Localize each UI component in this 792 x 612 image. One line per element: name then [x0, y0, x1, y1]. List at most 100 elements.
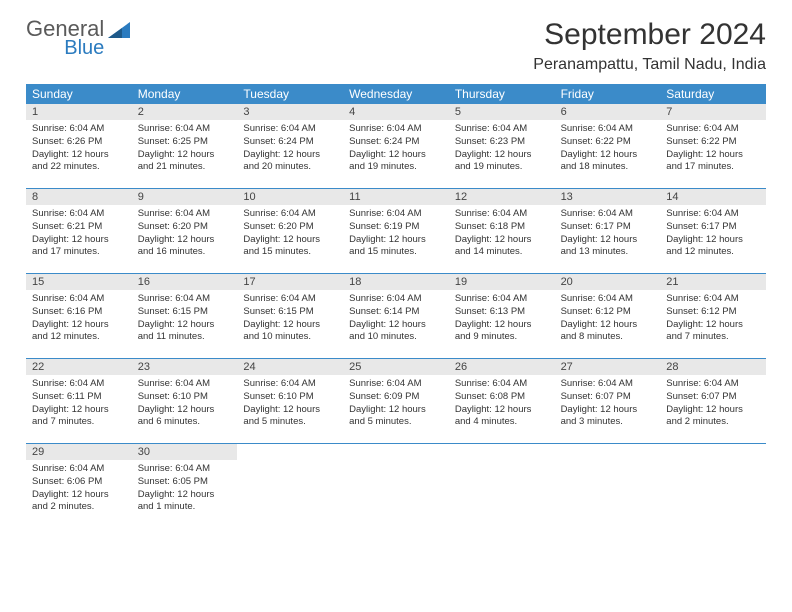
day-number: 26 — [449, 359, 555, 375]
day-day2: and 8 minutes. — [561, 331, 655, 344]
calendar-cell: 13Sunrise: 6:04 AMSunset: 6:17 PMDayligh… — [555, 189, 661, 273]
calendar-cell: 21Sunrise: 6:04 AMSunset: 6:12 PMDayligh… — [660, 274, 766, 358]
day-sunset: Sunset: 6:22 PM — [666, 136, 760, 149]
day-body: Sunrise: 6:04 AMSunset: 6:25 PMDaylight:… — [132, 120, 238, 180]
day-number: 27 — [555, 359, 661, 375]
day-sunrise: Sunrise: 6:04 AM — [561, 293, 655, 306]
day-body: Sunrise: 6:04 AMSunset: 6:18 PMDaylight:… — [449, 205, 555, 265]
day-number: 30 — [132, 444, 238, 460]
day-sunset: Sunset: 6:11 PM — [32, 391, 126, 404]
day-sunset: Sunset: 6:17 PM — [561, 221, 655, 234]
day-day2: and 18 minutes. — [561, 161, 655, 174]
day-number: 10 — [237, 189, 343, 205]
day-sunrise: Sunrise: 6:04 AM — [666, 208, 760, 221]
day-day1: Daylight: 12 hours — [666, 234, 760, 247]
day-sunset: Sunset: 6:24 PM — [243, 136, 337, 149]
day-sunrise: Sunrise: 6:04 AM — [32, 463, 126, 476]
day-number: 18 — [343, 274, 449, 290]
day-sunrise: Sunrise: 6:04 AM — [561, 123, 655, 136]
day-day1: Daylight: 12 hours — [138, 404, 232, 417]
day-sunset: Sunset: 6:24 PM — [349, 136, 443, 149]
day-sunrise: Sunrise: 6:04 AM — [138, 208, 232, 221]
day-sunrise: Sunrise: 6:04 AM — [32, 293, 126, 306]
calendar-week: 15Sunrise: 6:04 AMSunset: 6:16 PMDayligh… — [26, 274, 766, 359]
calendar-cell: 1Sunrise: 6:04 AMSunset: 6:26 PMDaylight… — [26, 104, 132, 188]
calendar-cell: 2Sunrise: 6:04 AMSunset: 6:25 PMDaylight… — [132, 104, 238, 188]
day-day2: and 1 minute. — [138, 501, 232, 514]
day-number: 15 — [26, 274, 132, 290]
day-sunrise: Sunrise: 6:04 AM — [32, 123, 126, 136]
day-sunset: Sunset: 6:26 PM — [32, 136, 126, 149]
day-number: 12 — [449, 189, 555, 205]
calendar-cell — [343, 444, 449, 528]
day-number: 19 — [449, 274, 555, 290]
calendar-cell — [555, 444, 661, 528]
day-sunrise: Sunrise: 6:04 AM — [138, 378, 232, 391]
day-body: Sunrise: 6:04 AMSunset: 6:22 PMDaylight:… — [660, 120, 766, 180]
day-day1: Daylight: 12 hours — [455, 404, 549, 417]
day-sunset: Sunset: 6:12 PM — [561, 306, 655, 319]
day-sunset: Sunset: 6:08 PM — [455, 391, 549, 404]
calendar-cell: 3Sunrise: 6:04 AMSunset: 6:24 PMDaylight… — [237, 104, 343, 188]
day-body: Sunrise: 6:04 AMSunset: 6:15 PMDaylight:… — [237, 290, 343, 350]
calendar-cell: 15Sunrise: 6:04 AMSunset: 6:16 PMDayligh… — [26, 274, 132, 358]
day-sunrise: Sunrise: 6:04 AM — [243, 378, 337, 391]
day-sunset: Sunset: 6:21 PM — [32, 221, 126, 234]
day-day1: Daylight: 12 hours — [349, 319, 443, 332]
day-body: Sunrise: 6:04 AMSunset: 6:16 PMDaylight:… — [26, 290, 132, 350]
day-body: Sunrise: 6:04 AMSunset: 6:19 PMDaylight:… — [343, 205, 449, 265]
day-number: 21 — [660, 274, 766, 290]
calendar-cell: 30Sunrise: 6:04 AMSunset: 6:05 PMDayligh… — [132, 444, 238, 528]
day-day2: and 4 minutes. — [455, 416, 549, 429]
day-sunrise: Sunrise: 6:04 AM — [561, 208, 655, 221]
day-sunset: Sunset: 6:09 PM — [349, 391, 443, 404]
calendar-week: 8Sunrise: 6:04 AMSunset: 6:21 PMDaylight… — [26, 189, 766, 274]
day-day2: and 22 minutes. — [32, 161, 126, 174]
day-sunrise: Sunrise: 6:04 AM — [138, 463, 232, 476]
day-number: 16 — [132, 274, 238, 290]
day-sunset: Sunset: 6:05 PM — [138, 476, 232, 489]
day-sunset: Sunset: 6:19 PM — [349, 221, 443, 234]
day-sunset: Sunset: 6:23 PM — [455, 136, 549, 149]
day-body: Sunrise: 6:04 AMSunset: 6:07 PMDaylight:… — [555, 375, 661, 435]
day-number: 23 — [132, 359, 238, 375]
calendar-cell: 20Sunrise: 6:04 AMSunset: 6:12 PMDayligh… — [555, 274, 661, 358]
day-sunset: Sunset: 6:07 PM — [561, 391, 655, 404]
day-number: 6 — [555, 104, 661, 120]
day-day1: Daylight: 12 hours — [32, 404, 126, 417]
logo: General Blue — [26, 18, 130, 58]
day-body: Sunrise: 6:04 AMSunset: 6:20 PMDaylight:… — [237, 205, 343, 265]
logo-text-blue: Blue — [26, 38, 104, 58]
day-day1: Daylight: 12 hours — [455, 149, 549, 162]
day-body: Sunrise: 6:04 AMSunset: 6:12 PMDaylight:… — [660, 290, 766, 350]
calendar-cell: 4Sunrise: 6:04 AMSunset: 6:24 PMDaylight… — [343, 104, 449, 188]
day-sunrise: Sunrise: 6:04 AM — [455, 378, 549, 391]
day-day1: Daylight: 12 hours — [561, 149, 655, 162]
day-day1: Daylight: 12 hours — [138, 234, 232, 247]
day-day1: Daylight: 12 hours — [455, 319, 549, 332]
calendar-cell: 19Sunrise: 6:04 AMSunset: 6:13 PMDayligh… — [449, 274, 555, 358]
day-day1: Daylight: 12 hours — [349, 404, 443, 417]
calendar-cell — [237, 444, 343, 528]
day-day1: Daylight: 12 hours — [32, 489, 126, 502]
day-day2: and 9 minutes. — [455, 331, 549, 344]
day-day1: Daylight: 12 hours — [666, 404, 760, 417]
day-sunrise: Sunrise: 6:04 AM — [138, 293, 232, 306]
day-body: Sunrise: 6:04 AMSunset: 6:10 PMDaylight:… — [132, 375, 238, 435]
weekday-label: Monday — [132, 84, 238, 104]
day-day2: and 20 minutes. — [243, 161, 337, 174]
day-number: 2 — [132, 104, 238, 120]
day-sunset: Sunset: 6:17 PM — [666, 221, 760, 234]
day-day2: and 19 minutes. — [455, 161, 549, 174]
day-number: 24 — [237, 359, 343, 375]
day-day2: and 3 minutes. — [561, 416, 655, 429]
day-day2: and 21 minutes. — [138, 161, 232, 174]
day-day2: and 12 minutes. — [32, 331, 126, 344]
day-sunset: Sunset: 6:18 PM — [455, 221, 549, 234]
calendar-cell: 18Sunrise: 6:04 AMSunset: 6:14 PMDayligh… — [343, 274, 449, 358]
calendar-cell: 17Sunrise: 6:04 AMSunset: 6:15 PMDayligh… — [237, 274, 343, 358]
day-day2: and 5 minutes. — [349, 416, 443, 429]
day-day1: Daylight: 12 hours — [561, 404, 655, 417]
day-day1: Daylight: 12 hours — [561, 319, 655, 332]
day-sunrise: Sunrise: 6:04 AM — [349, 208, 443, 221]
